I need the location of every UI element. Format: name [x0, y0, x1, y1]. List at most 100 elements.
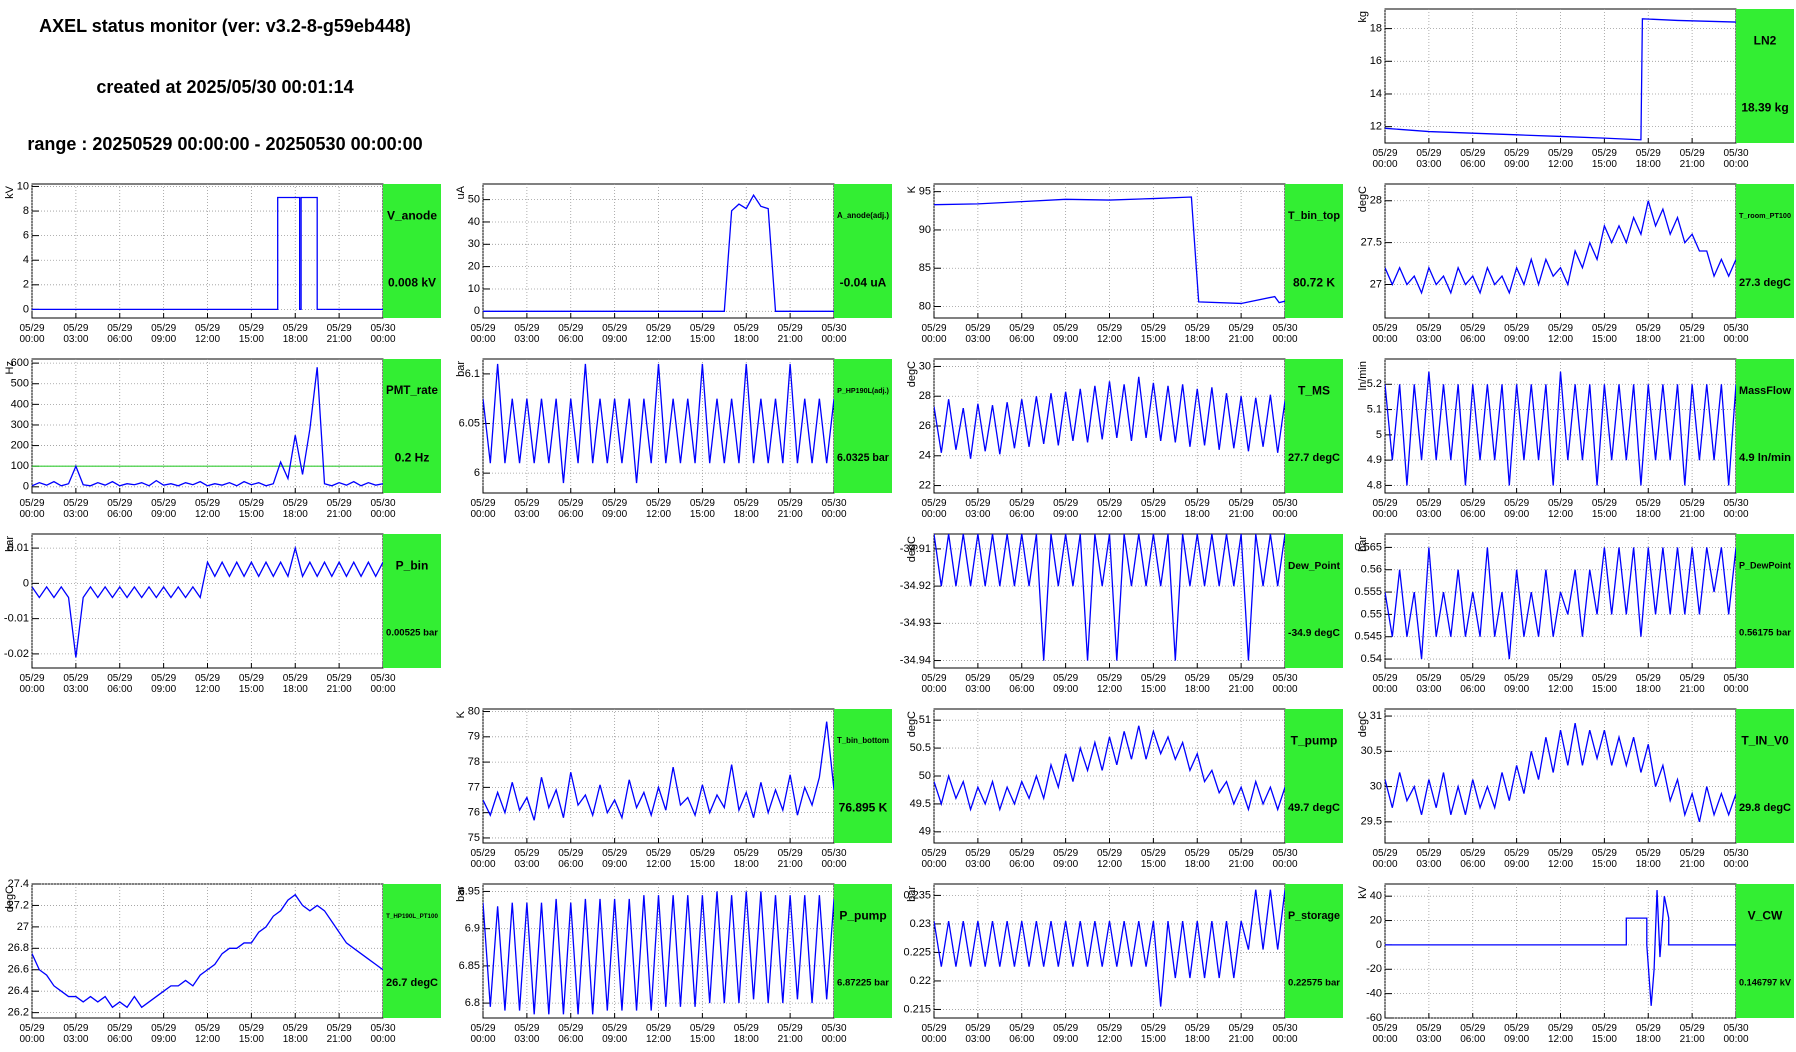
- x-tick-label: 05/30 00:00: [370, 673, 395, 695]
- x-tick-label: 05/29 18:00: [283, 498, 308, 520]
- trace: [1385, 18, 1736, 141]
- trace: [934, 376, 1285, 459]
- x-tick-label: 05/29 12:00: [646, 498, 671, 520]
- y-tick-label: 500: [11, 378, 29, 390]
- y-tick-label: 8: [23, 205, 29, 217]
- panel: 05/29 00:00 05/29 03:00 05/29 06:00 05/29 09:00…: [4, 533, 441, 695]
- y-axis-label: Hz: [4, 361, 16, 374]
- x-tick-label: 05/29 03:00: [965, 323, 990, 345]
- x-tick-label: 05/29 12:00: [1548, 673, 1573, 695]
- y-tick-label: 6: [474, 467, 480, 479]
- y-tick-label: -0.01: [4, 613, 29, 625]
- status-name: T_room_PT100: [1739, 211, 1791, 220]
- x-tick-label: 05/30 00:00: [1723, 673, 1748, 695]
- x-tick-label: 05/29 06:00: [107, 498, 132, 520]
- x-tick-label: 05/29 00:00: [921, 498, 946, 520]
- y-tick-label: 0.22: [910, 975, 931, 987]
- x-tick-label: 05/29 18:00: [1185, 673, 1210, 695]
- x-tick-label: 05/29 15:00: [1141, 848, 1166, 870]
- x-tick-label: 05/29 00:00: [1372, 323, 1397, 345]
- x-tick-label: 05/29 12:00: [1548, 498, 1573, 520]
- status-box: [1285, 884, 1343, 1018]
- x-tick-label: 05/29 15:00: [1141, 1023, 1166, 1045]
- panel: 05/29 00:00 05/29 03:00 05/29 06:00 05/29 09:00…: [455, 183, 892, 345]
- status-value: 49.7 degC: [1288, 802, 1340, 814]
- status-value: 0.56175 bar: [1739, 628, 1791, 639]
- trace: [1385, 547, 1736, 660]
- x-tick-label: 05/29 00:00: [470, 323, 495, 345]
- y-axis-label: degC: [906, 536, 918, 562]
- y-tick-label: 24: [919, 450, 931, 462]
- x-tick-label: 05/30 00:00: [370, 498, 395, 520]
- x-tick-label: 05/29 09:00: [1504, 673, 1529, 695]
- x-tick-label: 05/29 09:00: [151, 498, 176, 520]
- x-tick-label: 05/29 00:00: [470, 848, 495, 870]
- y-tick-label: 10: [17, 180, 29, 192]
- panel: 05/29 00:00 05/29 03:00 05/29 06:00 05/29 09:00…: [903, 883, 1343, 1045]
- y-tick-label: 400: [11, 398, 29, 410]
- status-box: [1285, 534, 1343, 668]
- y-tick-label: -20: [1366, 963, 1382, 975]
- panel: 05/29 00:00 05/29 03:00 05/29 06:00 05/29 09:00…: [455, 705, 892, 870]
- panel: 05/29 00:00 05/29 03:00 05/29 06:00 05/29 09:00…: [1357, 8, 1794, 170]
- status-name: V_CW: [1748, 908, 1783, 922]
- x-tick-label: 05/29 09:00: [1053, 1023, 1078, 1045]
- x-tick-label: 05/29 00:00: [1372, 673, 1397, 695]
- x-tick-label: 05/29 06:00: [1460, 148, 1485, 170]
- x-tick-label: 05/30 00:00: [370, 1023, 395, 1045]
- y-tick-label: 2: [23, 279, 29, 291]
- x-tick-label: 05/29 21:00: [327, 323, 352, 345]
- y-axis-label: K: [455, 710, 467, 718]
- y-tick-label: 20: [468, 261, 480, 273]
- y-axis-label: bar: [4, 536, 16, 552]
- panel: 05/29 00:00 05/29 03:00 05/29 06:00 05/29 09:00…: [906, 358, 1343, 520]
- status-box: [834, 184, 892, 318]
- status-value: 6.0325 bar: [837, 452, 889, 464]
- x-tick-label: 05/29 15:00: [1592, 498, 1617, 520]
- y-axis-label: degC: [1357, 711, 1369, 737]
- status-name: P_pump: [839, 908, 886, 922]
- y-tick-label: 12: [1370, 121, 1382, 133]
- status-value: 18.39 kg: [1741, 100, 1788, 114]
- status-name: T_bin_bottom: [837, 736, 889, 745]
- x-tick-label: 05/29 21:00: [1680, 1023, 1705, 1045]
- y-tick-label: 30: [1370, 780, 1382, 792]
- x-tick-label: 05/30 00:00: [821, 848, 846, 870]
- status-name: T_MS: [1298, 383, 1330, 397]
- x-tick-label: 05/29 21:00: [1229, 848, 1254, 870]
- y-tick-label: 16: [1370, 55, 1382, 67]
- x-tick-label: 05/29 06:00: [1460, 323, 1485, 345]
- x-tick-label: 05/29 03:00: [63, 1023, 88, 1045]
- x-tick-label: 05/29 21:00: [1229, 323, 1254, 345]
- x-tick-label: 05/29 06:00: [558, 848, 583, 870]
- trace: [934, 196, 1285, 305]
- status-box: [1285, 359, 1343, 493]
- x-tick-label: 05/29 09:00: [1504, 498, 1529, 520]
- y-tick-label: 50: [468, 194, 480, 206]
- x-tick-label: 05/29 00:00: [470, 1023, 495, 1045]
- trace: [934, 725, 1285, 812]
- y-axis-label: ln/min: [1357, 361, 1369, 390]
- y-axis-label: degC: [906, 361, 918, 387]
- status-value: 29.8 degC: [1739, 802, 1791, 814]
- x-tick-label: 05/29 12:00: [1097, 1023, 1122, 1045]
- x-tick-label: 05/29 18:00: [283, 1023, 308, 1045]
- x-tick-label: 05/29 06:00: [1460, 498, 1485, 520]
- panel: 05/29 00:00 05/29 03:00 05/29 06:00 05/29 09:00…: [455, 358, 892, 520]
- x-tick-label: 05/29 18:00: [1185, 323, 1210, 345]
- y-tick-label: -34.92: [900, 580, 931, 592]
- status-name: P_bin: [396, 558, 429, 572]
- x-tick-label: 05/29 06:00: [1009, 673, 1034, 695]
- trace: [1385, 722, 1736, 823]
- trace: [1385, 371, 1736, 486]
- x-tick-label: 05/29 03:00: [63, 498, 88, 520]
- y-tick-label: 0.565: [1354, 541, 1382, 553]
- x-tick-label: 05/29 00:00: [921, 673, 946, 695]
- x-tick-label: 05/29 15:00: [1592, 148, 1617, 170]
- x-tick-label: 05/29 03:00: [63, 323, 88, 345]
- y-tick-label: 300: [11, 419, 29, 431]
- status-value: 27.7 degC: [1288, 452, 1340, 464]
- status-name: P_DewPoint: [1739, 561, 1791, 571]
- y-tick-label: 51: [919, 714, 931, 726]
- status-value: 0.146797 kV: [1739, 978, 1792, 988]
